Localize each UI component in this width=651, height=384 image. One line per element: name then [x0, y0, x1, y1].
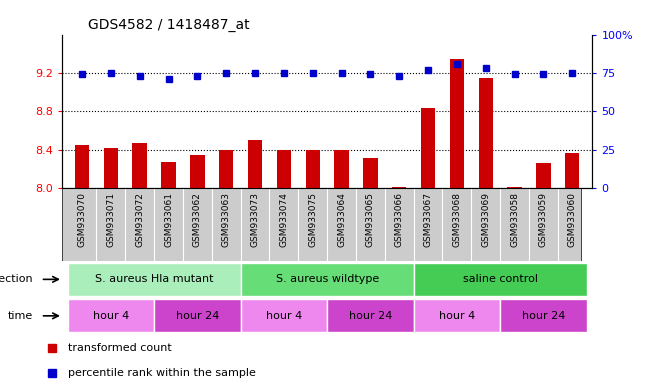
Text: time: time: [7, 311, 33, 321]
Bar: [161, 162, 176, 188]
Text: GSM933073: GSM933073: [251, 192, 260, 247]
Text: GSM933065: GSM933065: [366, 192, 375, 247]
Text: GSM933059: GSM933059: [539, 192, 548, 247]
Text: percentile rank within the sample: percentile rank within the sample: [68, 368, 256, 378]
Bar: [241, 263, 413, 296]
Bar: [507, 187, 521, 188]
Text: hour 24: hour 24: [521, 311, 565, 321]
Text: GSM933071: GSM933071: [106, 192, 115, 247]
Text: GSM933063: GSM933063: [222, 192, 230, 247]
Bar: [478, 78, 493, 188]
Text: hour 4: hour 4: [266, 311, 302, 321]
Text: GSM933072: GSM933072: [135, 192, 145, 247]
Bar: [154, 300, 241, 332]
Text: hour 24: hour 24: [176, 311, 219, 321]
Bar: [392, 187, 406, 188]
Text: hour 4: hour 4: [92, 311, 129, 321]
Text: GSM933068: GSM933068: [452, 192, 462, 247]
Text: transformed count: transformed count: [68, 343, 172, 353]
Text: GSM933060: GSM933060: [568, 192, 577, 247]
Text: S. aureus wildtype: S. aureus wildtype: [275, 274, 379, 285]
Bar: [277, 150, 291, 188]
Bar: [68, 300, 154, 332]
Text: GSM933058: GSM933058: [510, 192, 519, 247]
Bar: [248, 140, 262, 188]
Bar: [133, 143, 147, 188]
Text: GSM933066: GSM933066: [395, 192, 404, 247]
Bar: [500, 300, 587, 332]
Bar: [68, 263, 241, 296]
Bar: [413, 263, 587, 296]
Text: hour 24: hour 24: [349, 311, 392, 321]
Bar: [335, 150, 349, 188]
Bar: [327, 300, 413, 332]
Text: GSM933074: GSM933074: [279, 192, 288, 247]
Text: infection: infection: [0, 274, 33, 285]
Bar: [421, 109, 436, 188]
Text: saline control: saline control: [463, 274, 538, 285]
Text: GSM933069: GSM933069: [481, 192, 490, 247]
Text: GSM933070: GSM933070: [77, 192, 87, 247]
Bar: [363, 158, 378, 188]
Bar: [450, 59, 464, 188]
Text: S. aureus Hla mutant: S. aureus Hla mutant: [95, 274, 214, 285]
Bar: [536, 163, 551, 188]
Bar: [305, 150, 320, 188]
Text: GSM933075: GSM933075: [308, 192, 317, 247]
Text: GSM933064: GSM933064: [337, 192, 346, 247]
Bar: [219, 150, 234, 188]
Text: hour 4: hour 4: [439, 311, 475, 321]
Text: GSM933067: GSM933067: [424, 192, 432, 247]
Text: GSM933062: GSM933062: [193, 192, 202, 247]
Bar: [75, 145, 89, 188]
Bar: [565, 153, 579, 188]
Bar: [413, 300, 500, 332]
Text: GDS4582 / 1418487_at: GDS4582 / 1418487_at: [89, 18, 250, 32]
Bar: [190, 155, 204, 188]
Bar: [241, 300, 327, 332]
Text: GSM933061: GSM933061: [164, 192, 173, 247]
Bar: [104, 148, 118, 188]
